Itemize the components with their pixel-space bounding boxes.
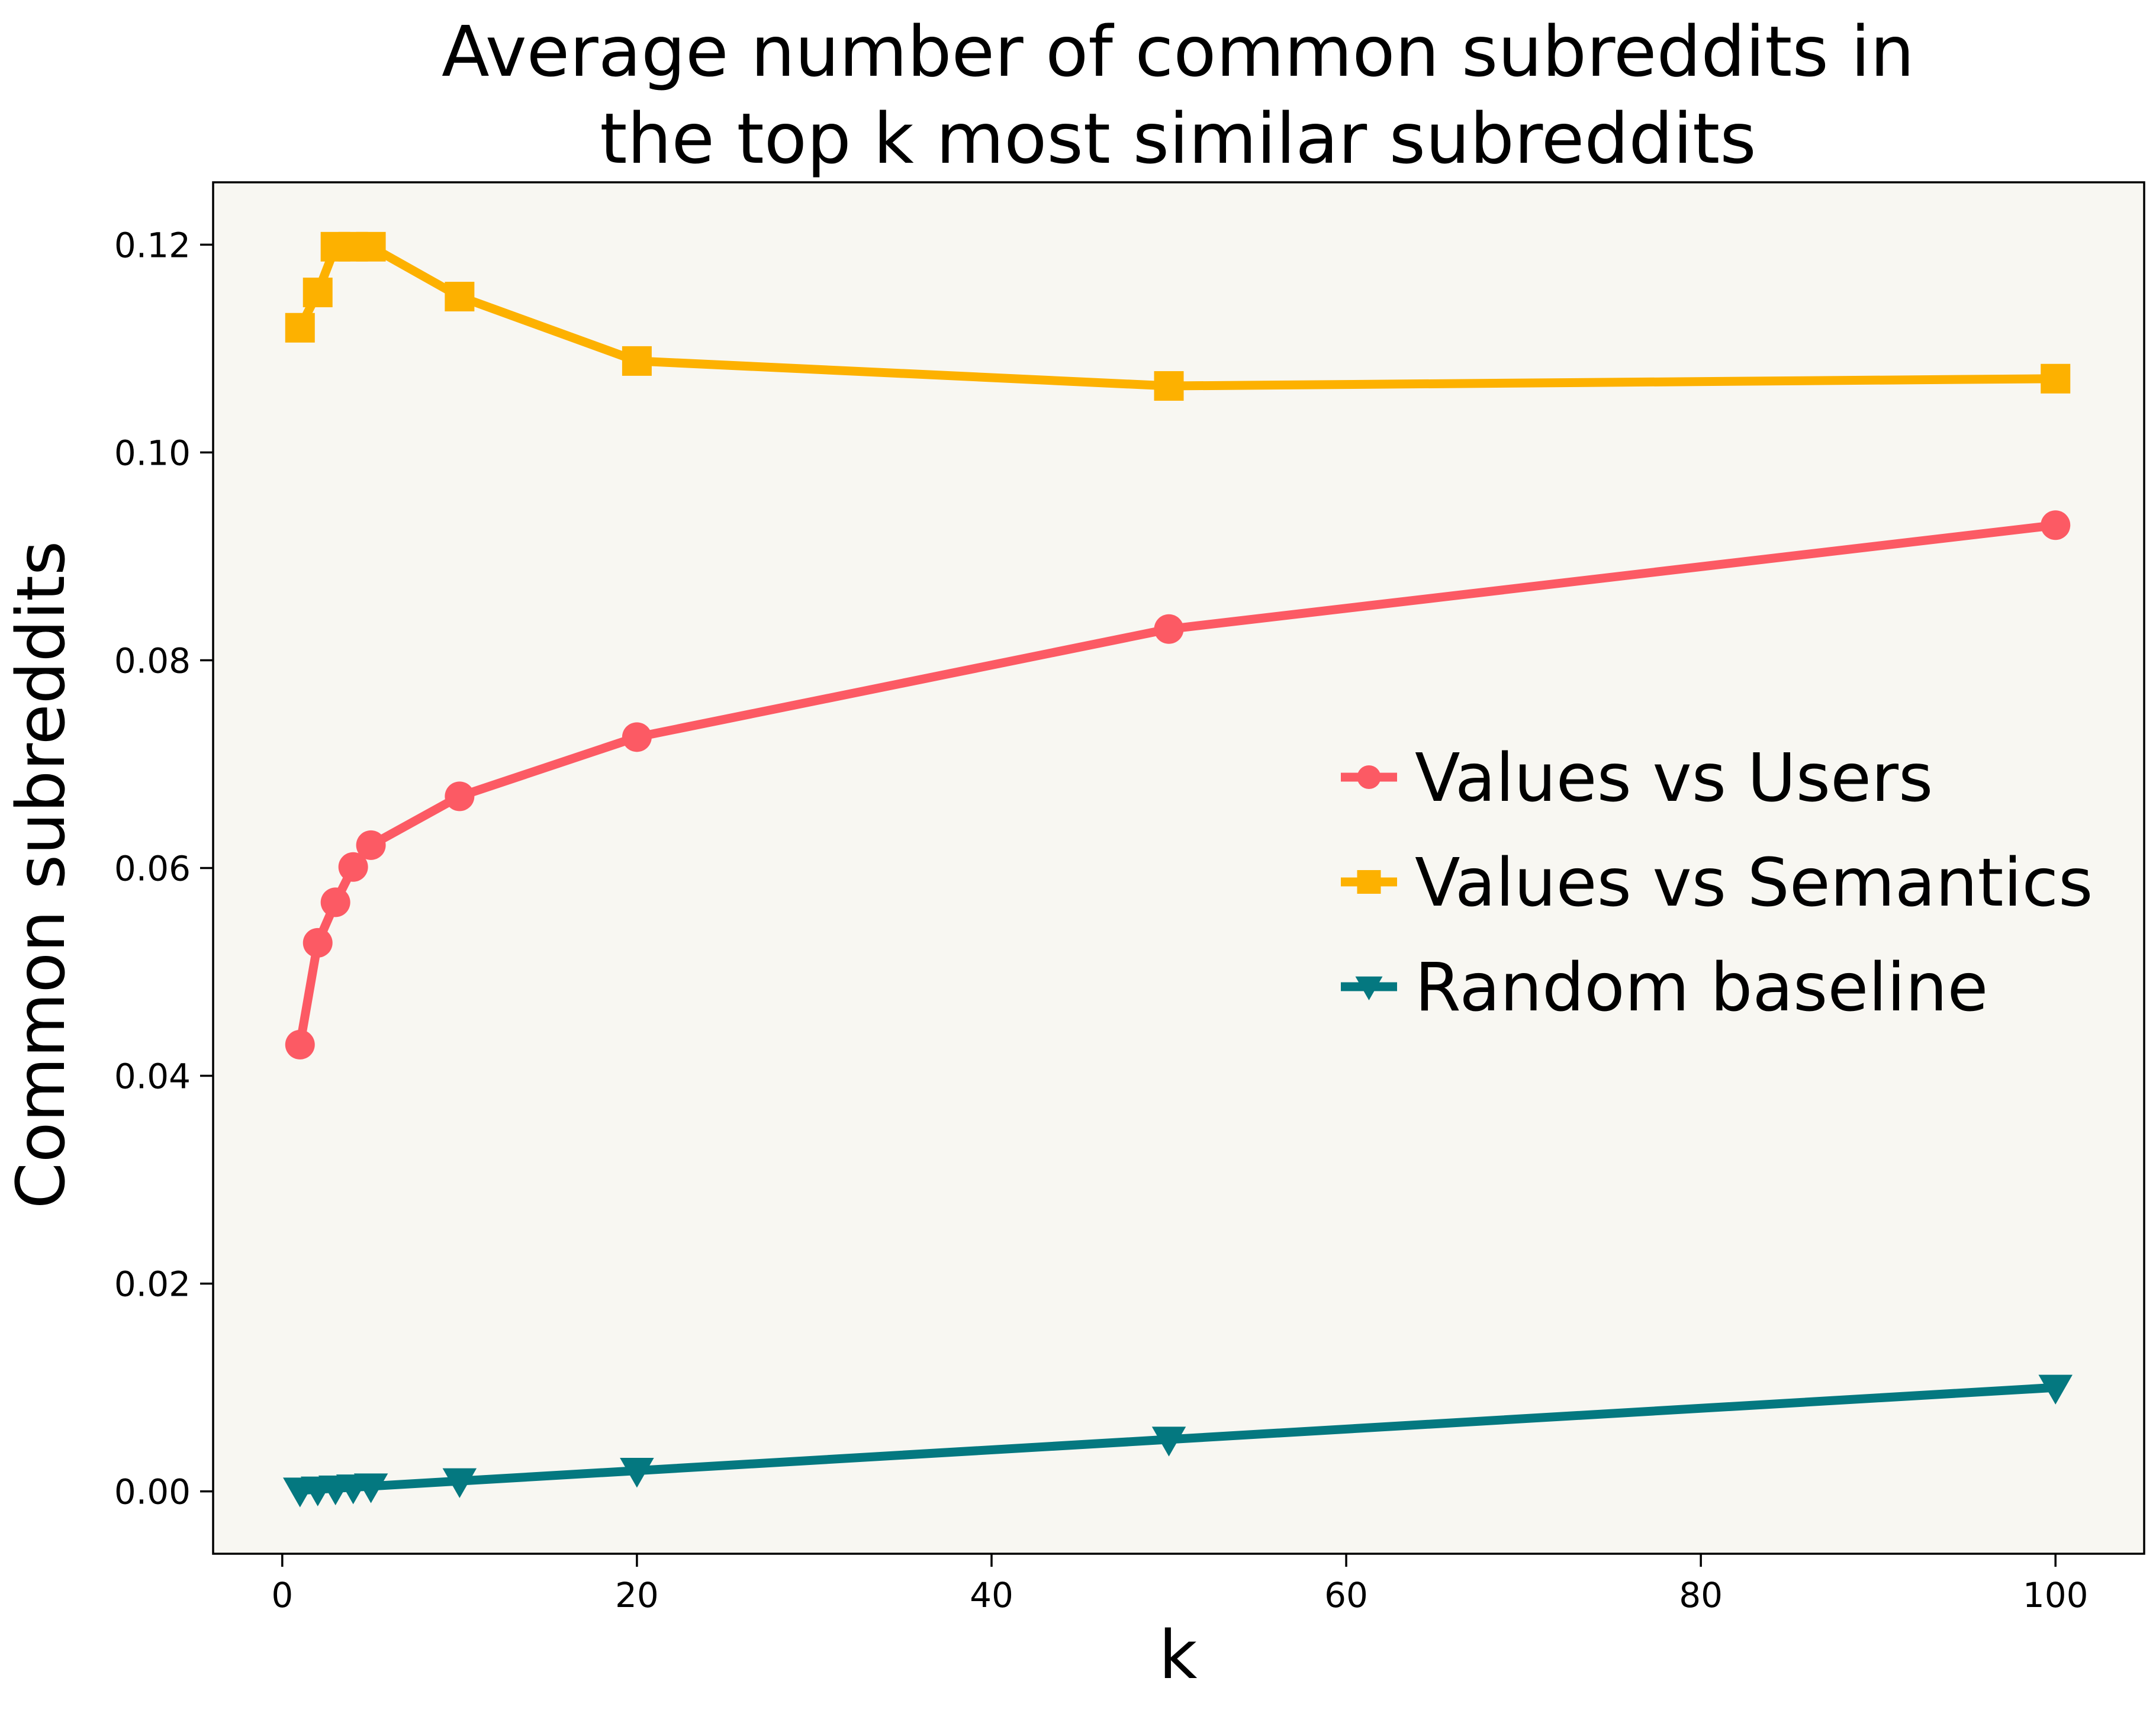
x-tick-label: 60 [1324, 1575, 1368, 1615]
data-point [622, 346, 652, 376]
series-1 [285, 510, 2071, 1060]
data-point [303, 278, 333, 308]
data-point [442, 1468, 477, 1498]
legend-label: Values vs Semantics [1415, 845, 2093, 922]
y-tick-label: 0.08 [114, 640, 191, 681]
plot-background [213, 182, 2144, 1554]
data-point [1151, 1426, 1186, 1457]
y-tick-label: 0.10 [114, 433, 191, 473]
series-2 [285, 231, 2071, 401]
y-tick-label: 0.02 [114, 1264, 191, 1305]
legend-item: Random baseline [1341, 949, 1988, 1026]
x-axis-label: k [1159, 1617, 1198, 1694]
y-tick-label: 0.06 [114, 849, 191, 889]
data-point [320, 887, 350, 917]
chart-title-line-2: the top k most similar subreddits [600, 98, 1756, 179]
legend-label: Random baseline [1415, 949, 1988, 1026]
x-tick-label: 100 [2023, 1575, 2089, 1615]
x-ticks: 0 20 40 60 80 100 [271, 1554, 2089, 1615]
series-3 [283, 1374, 2073, 1508]
legend-marker [1355, 976, 1383, 1000]
data-point [353, 1473, 388, 1503]
y-tick-label: 0.00 [114, 1472, 191, 1512]
legend: Values vs Users Values vs Semantics Random… [1341, 740, 2093, 1026]
data-point [445, 781, 475, 811]
data-point [356, 830, 386, 860]
data-point [285, 313, 315, 343]
data-point [338, 852, 368, 882]
data-point [1154, 371, 1184, 401]
data-point [622, 722, 652, 752]
data-point [2038, 1374, 2073, 1405]
data-point [445, 282, 475, 312]
legend-item: Values vs Semantics [1341, 845, 2093, 922]
x-tick-label: 80 [1679, 1575, 1723, 1615]
x-tick-label: 20 [615, 1575, 659, 1615]
data-point [356, 231, 386, 262]
x-tick-label: 40 [970, 1575, 1013, 1615]
y-tick-label: 0.04 [114, 1057, 191, 1097]
legend-label: Values vs Users [1415, 740, 1933, 817]
data-point [2041, 363, 2071, 394]
y-axis-label: Common subreddits [3, 541, 80, 1209]
data-point [303, 928, 333, 958]
x-tick-label: 0 [271, 1575, 293, 1615]
data-point [285, 1029, 315, 1060]
data-point [1154, 614, 1184, 644]
legend-item: Values vs Users [1341, 740, 1933, 817]
chart-title-line-1: Average number of common subreddits in [442, 11, 1914, 92]
data-point [620, 1458, 654, 1488]
y-ticks: 0.00 0.02 0.04 0.06 0.08 0.10 0.12 [114, 225, 213, 1512]
data-point [2041, 510, 2071, 540]
series-layer [283, 231, 2073, 1508]
y-tick-label: 0.12 [114, 225, 191, 265]
legend-marker [1357, 765, 1381, 789]
legend-marker [1357, 870, 1381, 894]
